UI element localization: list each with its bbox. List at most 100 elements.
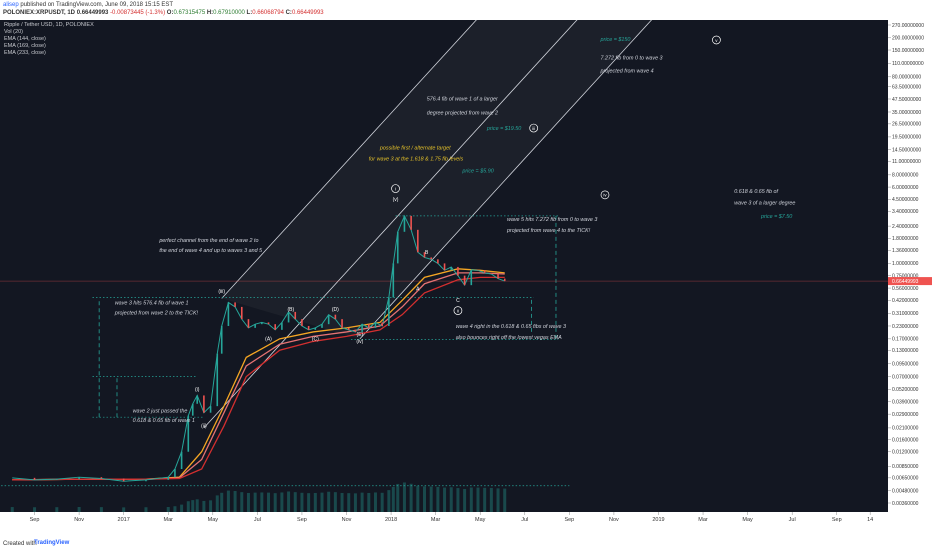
y-tick-label: 200.00000000 bbox=[892, 36, 924, 42]
volume-bar bbox=[10, 507, 14, 512]
y-tick-label: 0.23000000 bbox=[892, 324, 919, 330]
volume-bar bbox=[195, 499, 199, 512]
y-tick-label: 0.13000000 bbox=[892, 348, 919, 354]
x-tick-label: 14 bbox=[867, 517, 873, 523]
author-link[interactable]: alisep bbox=[3, 2, 19, 8]
channel-line-lower bbox=[203, 20, 578, 429]
volume-bar bbox=[409, 483, 413, 512]
annotation-text: projected from wave 4 to the TICK! bbox=[506, 228, 591, 234]
annotation-text: degree projected from wave 2 bbox=[427, 111, 498, 117]
wave-label-circle bbox=[529, 123, 539, 133]
x-tick-label: Nov bbox=[342, 517, 352, 523]
wave-label-circle bbox=[391, 184, 400, 193]
x-tick-label: 2019 bbox=[652, 517, 664, 523]
channel-line-upper bbox=[221, 20, 477, 299]
volume-bar bbox=[240, 492, 244, 512]
tradingview-logo[interactable]: TradingView bbox=[34, 540, 70, 546]
volume-bar bbox=[327, 491, 331, 512]
wave-label: C bbox=[456, 298, 460, 304]
y-tick-label: 150.00000000 bbox=[892, 48, 924, 54]
legend-ema-144[interactable]: EMA (144, close) bbox=[4, 36, 46, 42]
wave-label: (v) bbox=[393, 197, 399, 203]
volume-bar bbox=[260, 492, 264, 512]
x-tick-label: Nov bbox=[609, 517, 619, 523]
y-tick-label: 6.00000000 bbox=[892, 185, 919, 191]
volume-bar bbox=[360, 492, 364, 512]
wave-label: (iv) bbox=[356, 339, 363, 345]
annotation-text: for wave 3 at the 1.618 & 1.75 fib level… bbox=[369, 157, 464, 163]
y-tick-label: 0.31000000 bbox=[892, 311, 919, 317]
volume-bar bbox=[173, 506, 177, 512]
publish-line: alisep published on TradingView.com, Jun… bbox=[3, 2, 173, 8]
y-tick-label: 0.05200000 bbox=[892, 387, 919, 393]
wave-label: (E) bbox=[357, 332, 364, 338]
y-tick-label: 0.17000000 bbox=[892, 337, 919, 343]
y-tick-label: 0.00360000 bbox=[892, 501, 919, 507]
price-chart[interactable]: 270.00000000 200.00000000 150.00000000 110.… bbox=[0, 20, 932, 538]
x-tick-label: Sep bbox=[564, 517, 574, 523]
legend-volume[interactable]: Vol (20) bbox=[4, 29, 23, 35]
volume-bar bbox=[423, 486, 427, 512]
volume-bar bbox=[373, 492, 377, 512]
volume-bar bbox=[226, 490, 230, 512]
volume-bar bbox=[300, 492, 304, 512]
volume-bar bbox=[33, 507, 37, 512]
y-tick-label: 14.50000000 bbox=[892, 147, 921, 153]
volume-bar bbox=[416, 485, 420, 512]
volume-bar bbox=[55, 507, 59, 512]
wave-label-circle bbox=[712, 35, 721, 45]
x-tick-label: 2018 bbox=[385, 517, 397, 523]
x-tick-label: Sep bbox=[832, 517, 842, 523]
volume-bar bbox=[380, 492, 384, 512]
volume-bar bbox=[273, 493, 277, 512]
volume-bar bbox=[233, 491, 237, 512]
x-tick-label: May bbox=[475, 517, 486, 523]
volume-bar bbox=[122, 507, 126, 512]
annotation-text: perfect channel from the end of wave 2 t… bbox=[158, 238, 258, 244]
high-label: H: bbox=[206, 10, 214, 16]
volume-bar bbox=[267, 492, 271, 512]
volume-bar bbox=[456, 488, 460, 512]
volume-bar bbox=[307, 493, 311, 512]
y-tick-label: 110.00000000 bbox=[892, 61, 924, 67]
annotation-text: price = $7.50 bbox=[760, 214, 792, 220]
wave-label: iv bbox=[603, 193, 607, 198]
volume-bar bbox=[186, 501, 190, 512]
annotation-text: price = $5.90 bbox=[461, 168, 493, 174]
volume-bar bbox=[166, 506, 170, 512]
volume-bar bbox=[191, 500, 195, 512]
current-price-label: 0.66449993 bbox=[892, 279, 919, 285]
time-axis-panel bbox=[0, 512, 888, 538]
volume-bar bbox=[449, 487, 453, 512]
volume-bar bbox=[287, 491, 291, 512]
open-value: 0.67315475 bbox=[173, 10, 206, 16]
x-tick-label: Sep bbox=[30, 517, 40, 523]
volume-bar bbox=[396, 483, 400, 512]
y-tick-label: 0.00480000 bbox=[892, 489, 919, 495]
volume-bar bbox=[387, 490, 391, 512]
volume-bar bbox=[180, 504, 184, 512]
legend-title: Ripple / Tether USD, 1D, POLONIEX bbox=[4, 22, 94, 28]
y-tick-label: 0.09500000 bbox=[892, 361, 919, 367]
y-tick-label: 0.75000000 bbox=[892, 273, 919, 279]
legend-ema-233[interactable]: EMA (233, close) bbox=[4, 50, 46, 56]
volume-bar bbox=[347, 493, 351, 512]
annotation-text: wave 2 just passed the bbox=[133, 409, 188, 415]
wave-label: (D) bbox=[332, 307, 339, 313]
x-tick-label: Jul bbox=[521, 517, 528, 523]
y-tick-label: 1.00000000 bbox=[892, 261, 919, 267]
y-tick-label: 19.50000000 bbox=[892, 135, 921, 141]
low-label: L: bbox=[246, 10, 253, 16]
volume-bar bbox=[340, 492, 344, 512]
volume-bar bbox=[280, 492, 284, 512]
ema-line-3 bbox=[12, 276, 505, 481]
legend-ema-169[interactable]: EMA (169, close) bbox=[4, 43, 46, 49]
volume-bar bbox=[391, 486, 395, 512]
x-tick-label: Jul bbox=[789, 517, 796, 523]
wave-label: B bbox=[425, 250, 429, 256]
annotation-text: wave 3 hits 576.4 fib of wave 1 bbox=[115, 301, 189, 307]
wave-label: v bbox=[715, 38, 718, 43]
x-tick-label: 2017 bbox=[118, 517, 130, 523]
annotation-text: wave 4 right in the 0.618 & 0.65 fibs of… bbox=[456, 324, 566, 330]
volume-bar bbox=[436, 486, 440, 512]
